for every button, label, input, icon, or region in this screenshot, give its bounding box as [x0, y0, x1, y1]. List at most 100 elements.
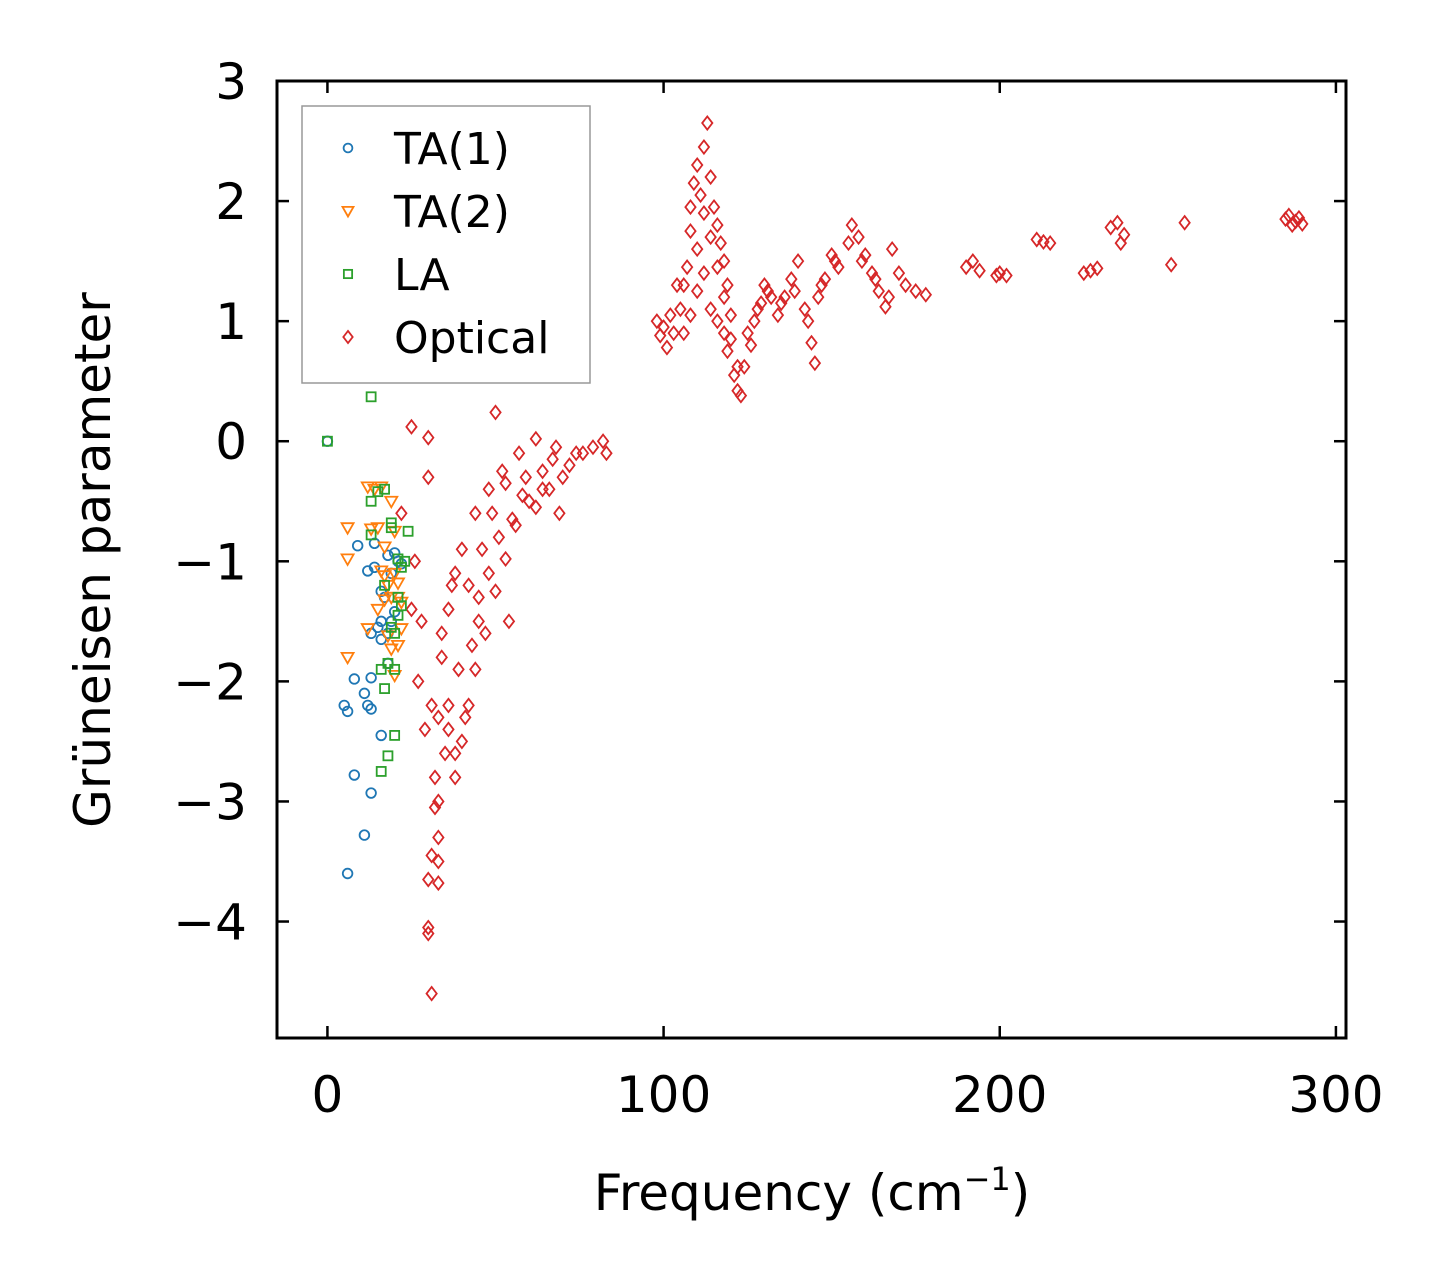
- point-optical: [435, 625, 448, 642]
- point-optical: [845, 217, 859, 234]
- point-optical: [495, 463, 509, 480]
- point-ta-2: [340, 553, 356, 567]
- point-optical: [529, 499, 543, 516]
- y-tick-label: 0: [215, 413, 247, 471]
- point-optical: [690, 283, 704, 300]
- plot-area-frame: [275, 79, 1348, 1040]
- point-la: [322, 435, 333, 447]
- point-la: [379, 683, 390, 694]
- point-optical: [973, 262, 986, 279]
- x-tick-label: 200: [952, 1066, 1047, 1124]
- legend-marker-optical: [342, 329, 354, 345]
- point-optical: [1091, 260, 1104, 277]
- point-optical: [677, 277, 690, 294]
- point-optical: [556, 469, 569, 486]
- point-optical: [1043, 235, 1057, 252]
- axis-ticks-layer: 0 100 200 300 −4 −3 −2 −1 0 1 2 3: [173, 53, 1383, 1124]
- point-optical: [670, 277, 684, 294]
- point-ta-1: [341, 705, 354, 718]
- y-tick-label: −2: [173, 653, 247, 711]
- point-optical: [697, 205, 711, 222]
- point-optical: [482, 565, 496, 582]
- point-la: [385, 621, 397, 633]
- point-optical: [455, 733, 469, 750]
- point-ta-2: [370, 522, 386, 536]
- point-optical: [395, 505, 408, 522]
- point-optical: [472, 613, 485, 630]
- point-optical: [1279, 211, 1292, 228]
- point-optical: [428, 769, 442, 786]
- point-optical: [529, 430, 543, 447]
- point-optical: [492, 529, 506, 546]
- point-optical: [596, 433, 610, 450]
- point-optical: [442, 721, 455, 738]
- point-optical: [469, 505, 482, 522]
- point-optical: [428, 799, 442, 816]
- point-ta-2: [366, 483, 383, 498]
- point-optical: [727, 367, 741, 384]
- point-optical: [653, 327, 667, 344]
- point-optical: [778, 289, 791, 306]
- point-optical: [680, 259, 694, 276]
- legend-marker-ta-2: [340, 205, 356, 219]
- y-tick-label: −3: [173, 773, 247, 831]
- point-optical: [455, 541, 469, 558]
- point-optical: [435, 649, 448, 666]
- point-optical: [586, 439, 600, 456]
- legend-label-la: LA: [394, 250, 450, 301]
- point-optical: [690, 156, 704, 174]
- point-optical: [966, 253, 980, 270]
- point-la: [389, 730, 401, 741]
- point-optical: [479, 625, 492, 642]
- point-optical: [1114, 235, 1128, 252]
- point-optical: [502, 613, 516, 630]
- point-optical: [684, 307, 697, 324]
- point-optical: [711, 217, 724, 234]
- point-optical: [1178, 214, 1191, 231]
- point-optical: [422, 871, 435, 888]
- point-optical: [415, 613, 428, 630]
- point-optical: [711, 313, 724, 330]
- point-optical: [1164, 256, 1178, 273]
- point-optical: [731, 358, 744, 375]
- point-ta-2: [387, 669, 403, 684]
- legend-label-ta-1: TA(1): [393, 124, 510, 175]
- point-optical: [764, 289, 778, 306]
- point-optical: [697, 265, 711, 282]
- point-optical: [788, 283, 801, 300]
- point-optical: [744, 337, 758, 354]
- point-optical: [677, 325, 690, 342]
- point-optical: [482, 481, 496, 498]
- point-la: [375, 663, 387, 675]
- point-optical: [704, 168, 717, 186]
- point-optical: [859, 247, 872, 264]
- point-ta-2: [370, 603, 386, 618]
- point-optical: [522, 493, 536, 510]
- point-la: [402, 525, 414, 537]
- point-ta-1: [375, 729, 387, 742]
- point-optical: [832, 259, 845, 276]
- point-optical: [422, 429, 435, 446]
- point-ta-2: [390, 639, 406, 654]
- point-ta-2: [383, 643, 399, 657]
- point-optical: [721, 277, 734, 294]
- point-ta-2: [383, 495, 399, 510]
- point-optical: [448, 745, 462, 762]
- point-optical: [489, 404, 502, 421]
- point-optical: [425, 847, 438, 864]
- point-optical: [1289, 213, 1302, 230]
- point-optical: [734, 387, 748, 404]
- point-optical: [438, 745, 452, 762]
- point-optical: [761, 283, 775, 300]
- x-tick-label: 300: [1288, 1066, 1383, 1124]
- point-optical: [687, 174, 701, 192]
- point-optical: [657, 319, 670, 336]
- point-optical: [815, 277, 828, 294]
- point-optical: [791, 253, 805, 270]
- point-optical: [801, 313, 815, 330]
- point-ta-1: [365, 703, 377, 715]
- point-la: [389, 663, 401, 675]
- point-optical: [748, 313, 761, 330]
- point-optical: [1292, 209, 1306, 226]
- point-ta-2: [393, 596, 409, 610]
